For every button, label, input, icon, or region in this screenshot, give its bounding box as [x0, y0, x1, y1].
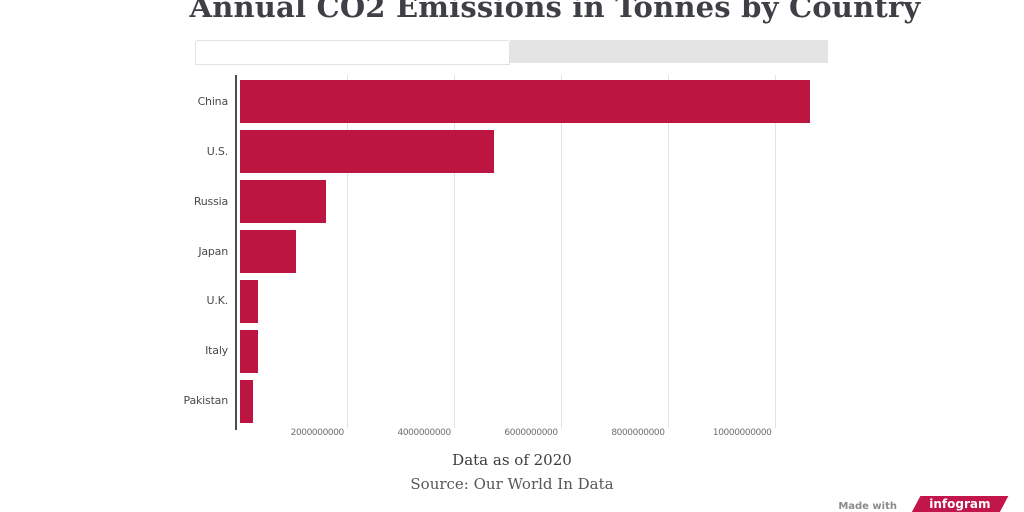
y-axis-category-label: U.K.	[206, 294, 229, 308]
bar-uk[interactable]	[240, 279, 259, 323]
bar-us[interactable]	[240, 130, 494, 174]
chart-caption: Data as of 2020	[452, 451, 572, 469]
tab-page-active[interactable]	[195, 40, 510, 65]
y-axis-category-label: Japan	[198, 244, 228, 258]
infogram-logo-badge[interactable]: infogram	[907, 496, 1009, 512]
tab-page-inactive[interactable]	[510, 40, 828, 63]
x-axis-tick-label: 6000000000	[504, 428, 558, 438]
bar-japan[interactable]	[240, 230, 297, 273]
bar-russia[interactable]	[240, 180, 326, 224]
y-axis-category-label: China	[197, 94, 229, 108]
gridline	[667, 75, 669, 428]
y-axis-category-label: Pakistan	[183, 394, 229, 408]
gridline	[453, 75, 455, 428]
chart-title: Annual CO2 Emissions in Tonnes by Countr…	[189, 0, 921, 24]
gridline	[346, 75, 348, 428]
x-axis-tick-label: 8000000000	[611, 428, 665, 438]
y-axis-category-label: Russia	[193, 194, 228, 208]
page-tab-bar	[195, 40, 828, 65]
bar-china[interactable]	[240, 80, 811, 124]
x-axis-tick-label: 4000000000	[397, 428, 452, 438]
x-axis-tick-label: 10000000000	[712, 428, 772, 438]
y-axis-category-label: U.S.	[206, 144, 228, 158]
bar-pakistan[interactable]	[240, 379, 254, 423]
bar-italy[interactable]	[240, 329, 258, 373]
chart-source-wrap: Source: Our World In Data	[0, 474, 1024, 490]
y-axis-category-label: Italy	[205, 344, 228, 358]
gridline	[560, 75, 562, 428]
chart-source: Source: Our World In Data	[410, 475, 614, 490]
y-axis-line	[235, 75, 237, 430]
gridline	[774, 75, 776, 428]
x-axis-tick-label: 2000000000	[290, 428, 345, 438]
made-with-label: Made with	[838, 501, 897, 512]
infogram-logo-text: infogram	[929, 497, 991, 511]
